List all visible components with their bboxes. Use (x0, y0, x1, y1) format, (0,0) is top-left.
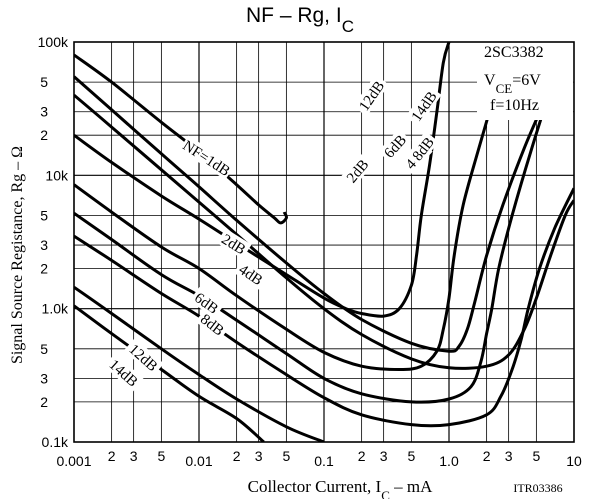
condition-device: 2SC3382 (484, 44, 544, 61)
x-tick-label: 3 (505, 448, 513, 464)
chart-title: NF – Rg, IC (246, 4, 354, 36)
y-tick-label: 2 (40, 261, 48, 277)
chart-title-main: NF – Rg, I (246, 4, 342, 27)
y-tick-label: 3 (40, 104, 48, 120)
x-tick-label: 3 (255, 448, 263, 464)
x-tick-label: 5 (282, 448, 290, 464)
nf-curve-12db (74, 285, 325, 442)
x-axis-label-unit: – mA (390, 477, 433, 496)
condition-vce: VCE=6V (484, 72, 541, 96)
nf-curve-8db (74, 187, 574, 428)
x-axis-label: Collector Current, IC – mA (248, 477, 434, 499)
x-tick-label: 2 (233, 448, 241, 464)
nf-curve-upper-right-14db (74, 93, 574, 370)
chart-curves (74, 42, 574, 442)
nf-curve-14db (74, 304, 265, 442)
x-tick-label: 3 (130, 448, 138, 464)
curve-label-2db-upper: 2dB (340, 153, 374, 188)
x-tick-label: 0.1 (314, 453, 334, 469)
chart-title-sub: C (342, 17, 354, 36)
y-tick-label: 10k (45, 167, 69, 183)
condition-frequency: f=10Hz (490, 97, 539, 114)
y-tick-label: 100k (38, 34, 69, 50)
y-tick-label: 1.0k (42, 301, 69, 317)
curve-label-4db: 4dB (233, 258, 269, 290)
x-tick-label: 2 (108, 448, 116, 464)
nf-curve-4db (74, 42, 511, 371)
x-tick-label: 10 (566, 453, 582, 469)
plot-frame (73, 41, 575, 443)
y-axis-label: Signal Source Registance, Rg – Ω (9, 146, 26, 364)
conditions-box: 2SC3382 VCE=6V f=10Hz (477, 38, 573, 120)
y-tick-label: 0.1k (42, 434, 69, 450)
y-tick-label: 5 (40, 74, 48, 90)
y-tick-label: 5 (40, 341, 48, 357)
x-tick-label: 0.001 (56, 453, 91, 469)
y-tick-label: 3 (40, 370, 48, 386)
x-tick-label: 5 (532, 448, 540, 464)
nf-curve-2db (74, 42, 451, 318)
y-tick-label: 2 (40, 394, 48, 410)
y-tick-label: 2 (40, 127, 48, 143)
x-tick-label: 0.01 (185, 453, 212, 469)
y-tick-label: 3 (40, 237, 48, 253)
nf-curve-nf-1db (74, 53, 288, 225)
x-tick-label: 5 (157, 448, 165, 464)
y-tick-label: 5 (40, 207, 48, 223)
nf-curve-upper-left-12db (74, 42, 564, 353)
x-axis-label-main: Collector Current, I (248, 477, 382, 496)
x-tick-label: 5 (407, 448, 415, 464)
x-tick-label: 3 (380, 448, 388, 464)
curve-label-nf-1db: NF=1dB (179, 135, 235, 180)
x-axis-label-sub: C (381, 488, 390, 499)
curve-label-12db-upper: 12dB (353, 74, 390, 117)
x-tick-label: 2 (358, 448, 366, 464)
x-tick-label: 2 (483, 448, 491, 464)
x-tick-label: 1.0 (439, 453, 459, 469)
figure-code: ITR03386 (513, 481, 562, 495)
curve-label-nf-1db-text: NF=1dB (180, 138, 233, 180)
chart-tick-labels: 0.001 2 3 5 0.01 2 3 5 0.1 2 3 5 1.0 2 3 5 100.1k2351.0k… (38, 34, 582, 469)
